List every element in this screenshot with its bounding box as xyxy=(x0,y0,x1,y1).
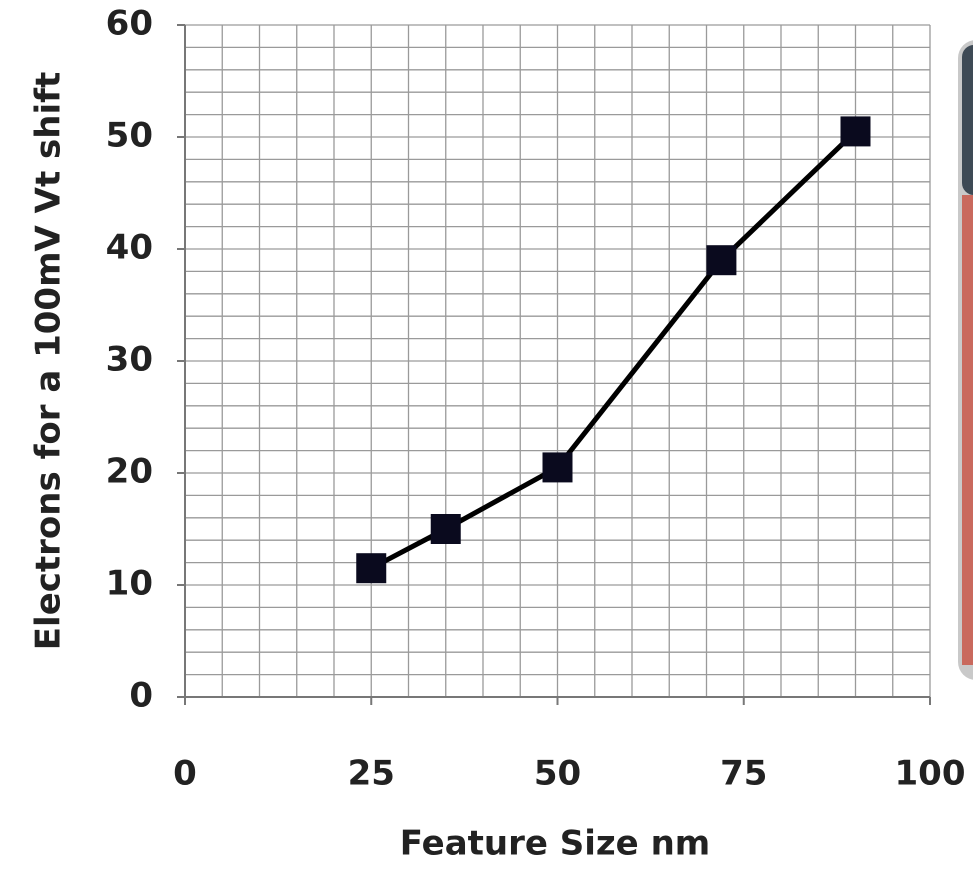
x-tick-label: 100 xyxy=(895,754,966,794)
marker xyxy=(431,514,461,544)
y-tick-label: 10 xyxy=(106,564,153,604)
x-axis-title: Feature Size nm xyxy=(400,824,710,864)
marker xyxy=(841,116,871,146)
y-axis-title: Electrons for a 100mV Vt shift xyxy=(29,72,69,650)
x-tick-label: 25 xyxy=(348,754,395,794)
y-tick-label: 50 xyxy=(106,116,153,156)
y-tick-label: 40 xyxy=(106,228,153,268)
marker xyxy=(543,452,573,482)
marker xyxy=(706,245,736,275)
chart: Feature Size nm Electrons for a 100mV Vt… xyxy=(0,0,973,880)
x-tick-label: 75 xyxy=(720,754,767,794)
side-photo xyxy=(958,40,973,680)
y-tick-label: 60 xyxy=(106,4,153,44)
y-tick-label: 30 xyxy=(106,340,153,380)
marker xyxy=(356,553,386,583)
y-tick-label: 0 xyxy=(129,676,153,716)
x-tick-label: 0 xyxy=(173,754,197,794)
y-tick-label: 20 xyxy=(106,452,153,492)
x-tick-label: 50 xyxy=(534,754,581,794)
